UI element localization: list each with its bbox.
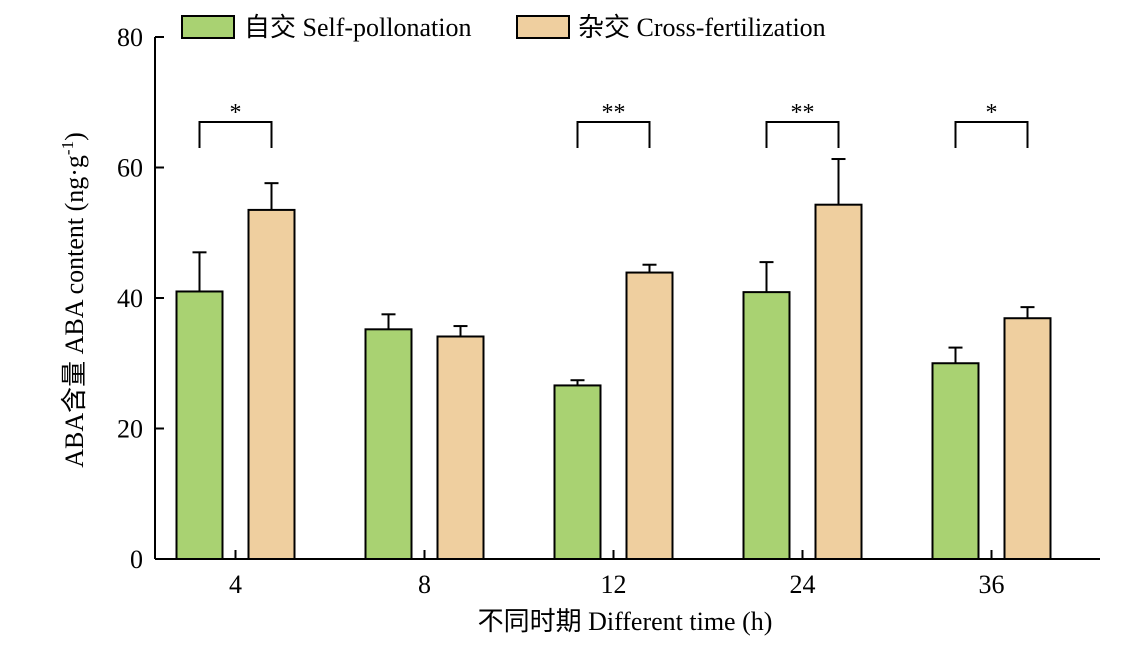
significance-bracket xyxy=(198,121,273,148)
y-axis-title-end: ) xyxy=(60,132,89,141)
legend-swatch-cross-fertilization xyxy=(516,15,570,39)
significance-bracket xyxy=(765,121,840,148)
bar-self-pollination xyxy=(742,291,791,560)
bar-cross-fertilization xyxy=(247,208,296,560)
significance-bracket xyxy=(954,121,1029,148)
significance-label: ** xyxy=(602,100,626,126)
x-tick-label: 12 xyxy=(601,570,627,599)
x-axis-title: 不同时期 Different time (h) xyxy=(478,607,773,636)
x-tick-label: 4 xyxy=(229,570,242,599)
bar-self-pollination xyxy=(364,328,413,560)
bar-self-pollination xyxy=(553,384,602,560)
y-tick-label: 80 xyxy=(117,23,143,52)
x-tick-label: 24 xyxy=(790,570,816,599)
y-axis: 0 20 40 60 80 xyxy=(117,23,164,574)
bar-cross-fertilization xyxy=(1003,317,1052,561)
y-tick-label: 0 xyxy=(130,545,143,574)
y-axis-title-main: ABA含量 ABA content (ng·g xyxy=(60,155,89,468)
bars xyxy=(175,203,1052,561)
y-tick-label: 60 xyxy=(117,154,143,183)
bar-cross-fertilization xyxy=(436,335,485,560)
significance-markers: * ** ** * xyxy=(198,100,1029,148)
x-tick-label: 36 xyxy=(979,570,1005,599)
significance-label: ** xyxy=(791,100,815,126)
legend-label-cross-fertilization: 杂交 Cross-fertilization xyxy=(578,13,826,42)
legend-label-self-pollination: 自交 Self-pollonation xyxy=(244,13,471,42)
y-axis-title-superscript: -1 xyxy=(58,141,77,155)
y-tick-label: 20 xyxy=(117,415,143,444)
bar-cross-fertilization xyxy=(814,203,863,560)
y-tick-label: 40 xyxy=(117,284,143,313)
bar-cross-fertilization xyxy=(625,271,674,560)
significance-bracket xyxy=(576,121,651,148)
bar-self-pollination xyxy=(931,362,980,560)
significance-label: * xyxy=(986,100,998,126)
y-axis-title: ABA含量 ABA content (ng·g-1) xyxy=(58,132,89,468)
bar-self-pollination xyxy=(175,290,224,560)
legend: 自交 Self-pollonation 杂交 Cross-fertilizati… xyxy=(181,13,826,42)
x-tick-label: 8 xyxy=(418,570,431,599)
significance-label: * xyxy=(230,100,242,126)
error-bars xyxy=(192,158,1035,386)
legend-swatch-self-pollination xyxy=(181,15,235,39)
